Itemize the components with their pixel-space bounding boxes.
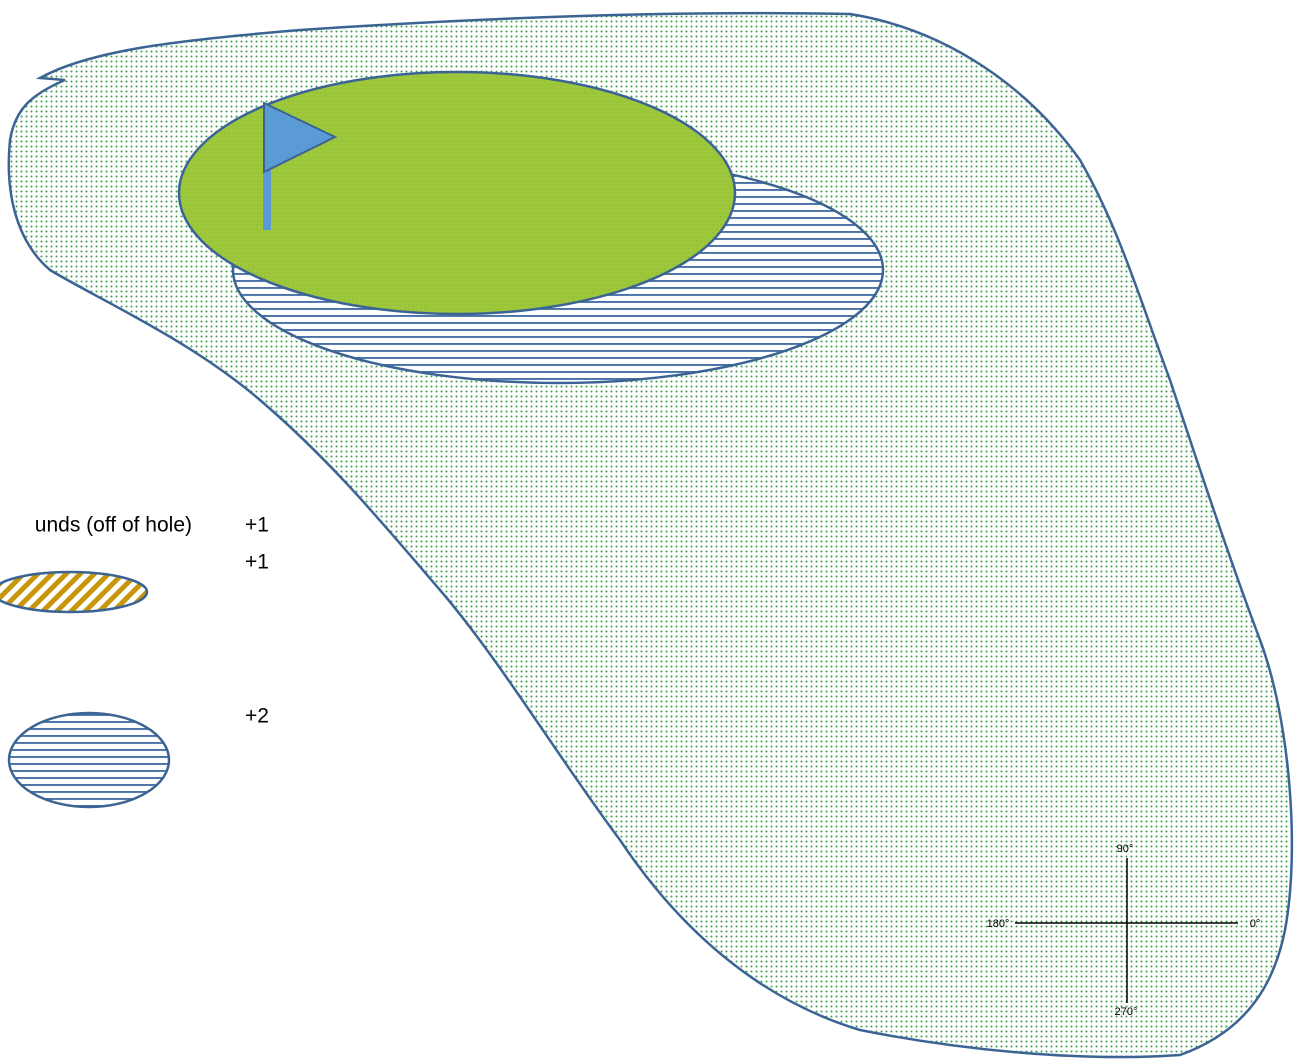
- legend-penalty: +1: [245, 514, 269, 537]
- compass-label: 270°: [1115, 1006, 1138, 1018]
- legend-bunker-swatch: [7, 711, 171, 809]
- legend-penalty: +1: [245, 551, 269, 574]
- flag: [263, 101, 338, 174]
- legend-hazard-swatch: [0, 570, 149, 614]
- compass-label: 90°: [1117, 843, 1134, 855]
- flag-pole: [263, 150, 271, 230]
- compass-label: 0°: [1250, 918, 1261, 930]
- legend-penalty: +2: [245, 705, 269, 728]
- legend-label: unds (off of hole): [35, 514, 192, 537]
- compass-label: 180°: [987, 918, 1010, 930]
- green: [177, 70, 737, 316]
